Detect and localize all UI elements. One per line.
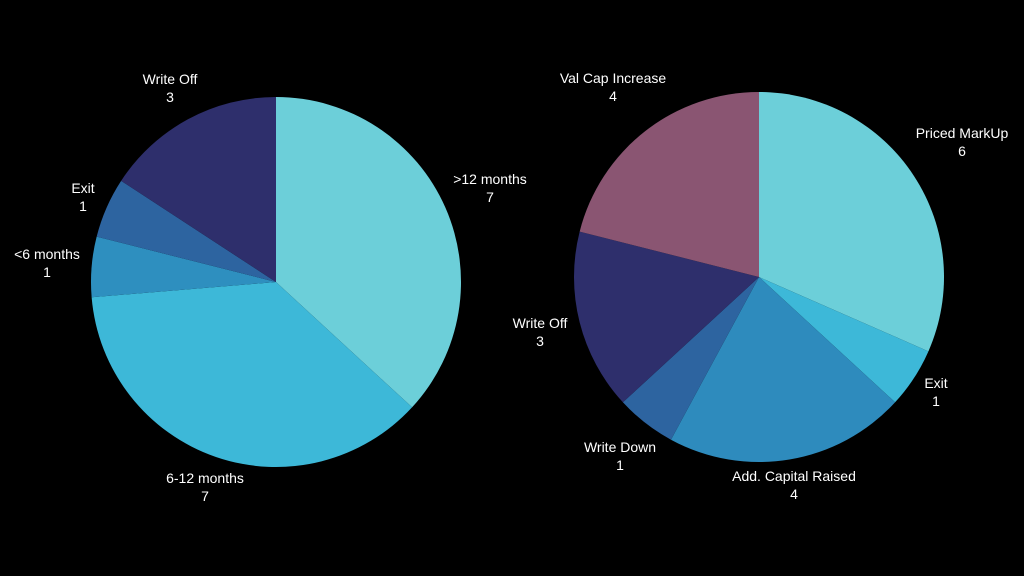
slice-value-label: 3	[166, 89, 174, 105]
slice-label-write-off: Write Off 3	[143, 71, 198, 105]
slice-value-label: 1	[932, 393, 940, 409]
slice-label-write-off: Write Off 3	[513, 315, 568, 349]
pie-slice-exit	[96, 180, 276, 282]
pie-slice-write-down	[622, 277, 759, 440]
slice-category-label: Priced MarkUp	[916, 125, 1009, 141]
slice-label-priced-markup: Priced MarkUp 6	[916, 125, 1009, 159]
slice-category-label: 6-12 months	[166, 470, 244, 486]
slice-category-label: Exit	[924, 375, 947, 391]
slice-category-label: Add. Capital Raised	[732, 468, 856, 484]
slice-value-label: 1	[616, 457, 624, 473]
slice-category-label: Val Cap Increase	[560, 70, 667, 86]
slice-label-val-cap-increase: Val Cap Increase 4	[560, 70, 667, 104]
slice-category-label: Write Off	[513, 315, 568, 331]
slice-value-label: 4	[790, 486, 798, 502]
slice-category-label: Exit	[71, 180, 94, 196]
slice-category-label: Write Off	[143, 71, 198, 87]
slice-label-6-months: <6 months 1	[14, 246, 80, 280]
slice-label-exit: Exit 1	[71, 180, 94, 214]
pie-slice-add-capital-raised	[670, 277, 896, 462]
pie-chart-outcomes: Priced MarkUp 6 Exit 1 Add. Capital Raised 4 W…	[513, 70, 1009, 502]
slice-value-label: 6	[958, 143, 966, 159]
pie-slice-12-months	[276, 97, 461, 408]
slice-value-label: 1	[79, 198, 87, 214]
pie-slice-val-cap-increase	[579, 92, 759, 277]
pie-slice-priced-markup	[759, 92, 945, 352]
slice-label-6-12-months: 6-12 months 7	[166, 470, 244, 504]
pie-slice-write-off	[121, 97, 276, 282]
slice-label-add-capital-raised: Add. Capital Raised 4	[732, 468, 856, 502]
slice-category-label: Write Down	[584, 439, 656, 455]
slice-value-label: 4	[609, 88, 617, 104]
slice-value-label: 1	[43, 264, 51, 280]
slice-category-label: >12 months	[453, 171, 527, 187]
pie-chart-exit-timing: >12 months 7 6-12 months 7 <6 months 1 Exit 1 Wr…	[14, 71, 527, 504]
slice-label-12-months: >12 months 7	[453, 171, 527, 205]
pie-slice-exit	[759, 277, 929, 403]
slice-label-exit: Exit 1	[924, 375, 947, 409]
slice-value-label: 7	[486, 189, 494, 205]
pie-slice-write-off	[574, 231, 759, 403]
slice-value-label: 3	[536, 333, 544, 349]
slice-category-label: <6 months	[14, 246, 80, 262]
slice-value-label: 7	[201, 488, 209, 504]
pie-slice-6-months	[90, 236, 276, 298]
pie-slice-6-12-months	[91, 282, 413, 468]
slice-label-write-down: Write Down 1	[584, 439, 656, 473]
